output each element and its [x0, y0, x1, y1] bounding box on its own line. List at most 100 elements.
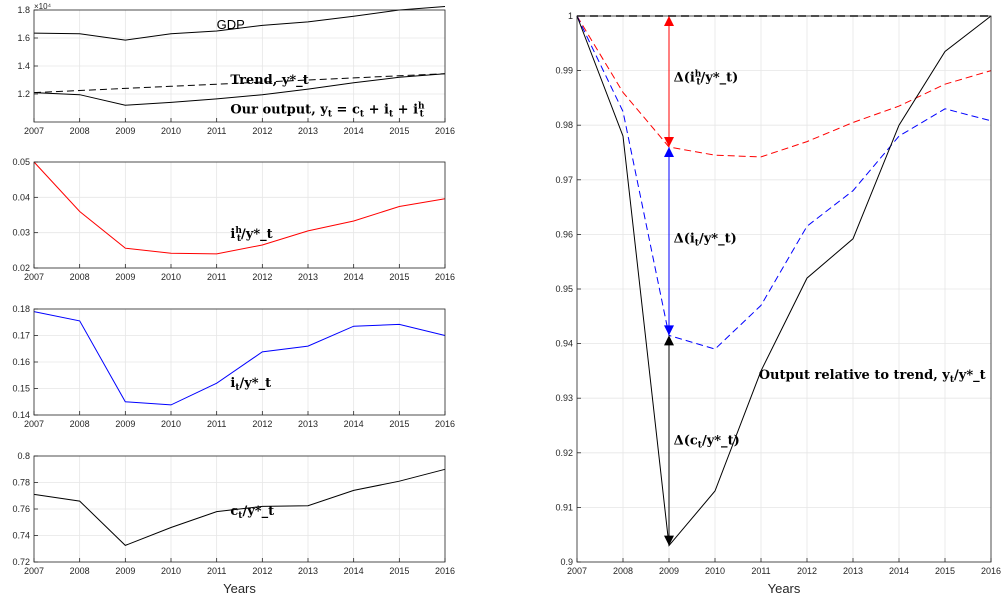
chart-decomposition: 2007 2008 2009 2010 2011 2012 2013 2014 2015 2016…: [555, 11, 1001, 596]
x-tick-label: 2010: [161, 566, 181, 576]
series-line-2: [33, 73, 446, 106]
x-tick-label: 2012: [252, 419, 272, 429]
arrow-head-up-1: [664, 147, 674, 158]
x-tick-label: 2010: [161, 126, 181, 136]
annotation-1: Trend, y*_t: [230, 73, 308, 88]
x-tick-label: 2008: [70, 566, 90, 576]
x-tick-label: 2013: [843, 566, 863, 576]
x-tick-label: 2007: [24, 272, 44, 282]
y-tick-label: 0.76: [12, 504, 30, 514]
y-exponent-label: ×10⁴: [34, 2, 52, 11]
x-tick-label: 2015: [389, 566, 409, 576]
annotation-2: Δ(ct​/y*_t): [674, 434, 740, 451]
x-tick-label: 2011: [207, 126, 226, 136]
series-line-0: [33, 468, 446, 546]
y-tick-label: 1.8: [17, 5, 30, 15]
x-axis-label: Years: [223, 581, 256, 596]
y-tick-label: 0.97: [555, 175, 573, 185]
x-tick-label: 2013: [298, 126, 318, 136]
annotation-0: GDP: [217, 17, 245, 32]
x-tick-label: 2008: [613, 566, 633, 576]
x-tick-label: 2014: [344, 419, 364, 429]
y-tick-label: 0.94: [555, 339, 573, 349]
y-tick-label: 0.02: [12, 263, 30, 273]
y-tick-label: 0.15: [12, 384, 30, 394]
plot-area: [34, 162, 445, 268]
y-tick-label: 0.04: [12, 192, 30, 202]
x-tick-label: 2007: [567, 566, 587, 576]
y-tick-label: 1.6: [17, 33, 30, 43]
chart-gdp: 2007 2008 2009 2010 2011 2012 2013 2014 2015 2016…: [17, 2, 455, 136]
x-tick-label: 2011: [207, 419, 226, 429]
y-tick-label: 1.2: [17, 89, 30, 99]
x-tick-label: 2012: [252, 126, 272, 136]
x-tick-label: 2015: [935, 566, 955, 576]
arrow-head-down-0: [664, 137, 674, 148]
x-tick-label: 2012: [797, 566, 817, 576]
x-tick-label: 2008: [70, 419, 90, 429]
y-tick-label: 1.4: [17, 61, 30, 71]
y-tick-label: 0.16: [12, 357, 30, 367]
x-tick-label: 2008: [70, 272, 90, 282]
x-tick-label: 2008: [70, 126, 90, 136]
annotation-1: Δ(it​/y*_t): [674, 232, 737, 249]
series-line-3: [576, 15, 992, 547]
y-tick-label: 0.95: [555, 284, 573, 294]
x-tick-label: 2009: [115, 126, 135, 136]
y-tick-label: 0.78: [12, 478, 30, 488]
y-tick-label: 0.91: [555, 502, 573, 512]
y-tick-label: 0.74: [12, 531, 30, 541]
x-tick-label: 2016: [435, 272, 455, 282]
x-tick-label: 2014: [344, 272, 364, 282]
x-tick-label: 2011: [207, 272, 226, 282]
x-tick-label: 2013: [298, 566, 318, 576]
x-tick-label: 2016: [981, 566, 1001, 576]
annotation-0: Δ(iht​/y*_t): [674, 70, 739, 88]
y-tick-label: 0.9: [560, 557, 573, 567]
x-tick-label: 2009: [659, 566, 679, 576]
series-line-0: [33, 161, 446, 255]
x-tick-label: 2013: [298, 419, 318, 429]
x-tick-label: 2014: [344, 566, 364, 576]
x-tick-label: 2007: [24, 566, 44, 576]
series-line-1: [576, 15, 992, 158]
y-tick-label: 0.93: [555, 393, 573, 403]
y-tick-label: 0.14: [12, 410, 30, 420]
annotation-3: Output relative to trend, yt​/y*_t: [759, 368, 986, 385]
x-tick-label: 2016: [435, 126, 455, 136]
x-tick-label: 2013: [298, 272, 318, 282]
x-tick-label: 2016: [435, 566, 455, 576]
x-tick-label: 2007: [24, 126, 44, 136]
arrow-head-down-2: [664, 535, 674, 546]
y-tick-label: 0.05: [12, 157, 30, 167]
series-line-0: [33, 311, 446, 406]
chart-investment: 2007 2008 2009 2010 2011 2012 2013 2014 2015 2016…: [12, 304, 455, 429]
x-tick-label: 2010: [161, 272, 181, 282]
arrow-head-down-1: [664, 325, 674, 336]
y-tick-label: 1: [568, 11, 573, 21]
chart-housing_inv: 2007 2008 2009 2010 2011 2012 2013 2014 2015 2016…: [12, 157, 455, 282]
x-tick-label: 2009: [115, 419, 135, 429]
x-tick-label: 2011: [751, 566, 770, 576]
x-tick-label: 2010: [705, 566, 725, 576]
x-tick-label: 2009: [115, 566, 135, 576]
annotation-0: it​/y*_t: [230, 376, 271, 393]
x-tick-label: 2014: [344, 126, 364, 136]
y-tick-label: 0.03: [12, 228, 30, 238]
x-tick-label: 2016: [435, 419, 455, 429]
arrow-head-up-0: [664, 16, 674, 26]
annotation-0: ct​/y*_t: [230, 504, 274, 521]
series-line-1: [33, 73, 446, 94]
x-tick-label: 2014: [889, 566, 909, 576]
series-line-2: [576, 15, 992, 350]
x-tick-label: 2011: [207, 566, 226, 576]
x-tick-label: 2015: [389, 126, 409, 136]
annotation-2: Our output, yt​ = ct​ + it​ + iht​: [230, 102, 425, 120]
y-tick-label: 0.17: [12, 331, 30, 341]
y-tick-label: 0.99: [555, 66, 573, 76]
arrow-head-up-2: [664, 335, 674, 346]
annotation-0: iht​/y*_t: [230, 226, 272, 244]
y-tick-label: 0.98: [555, 120, 573, 130]
x-tick-label: 2010: [161, 419, 181, 429]
